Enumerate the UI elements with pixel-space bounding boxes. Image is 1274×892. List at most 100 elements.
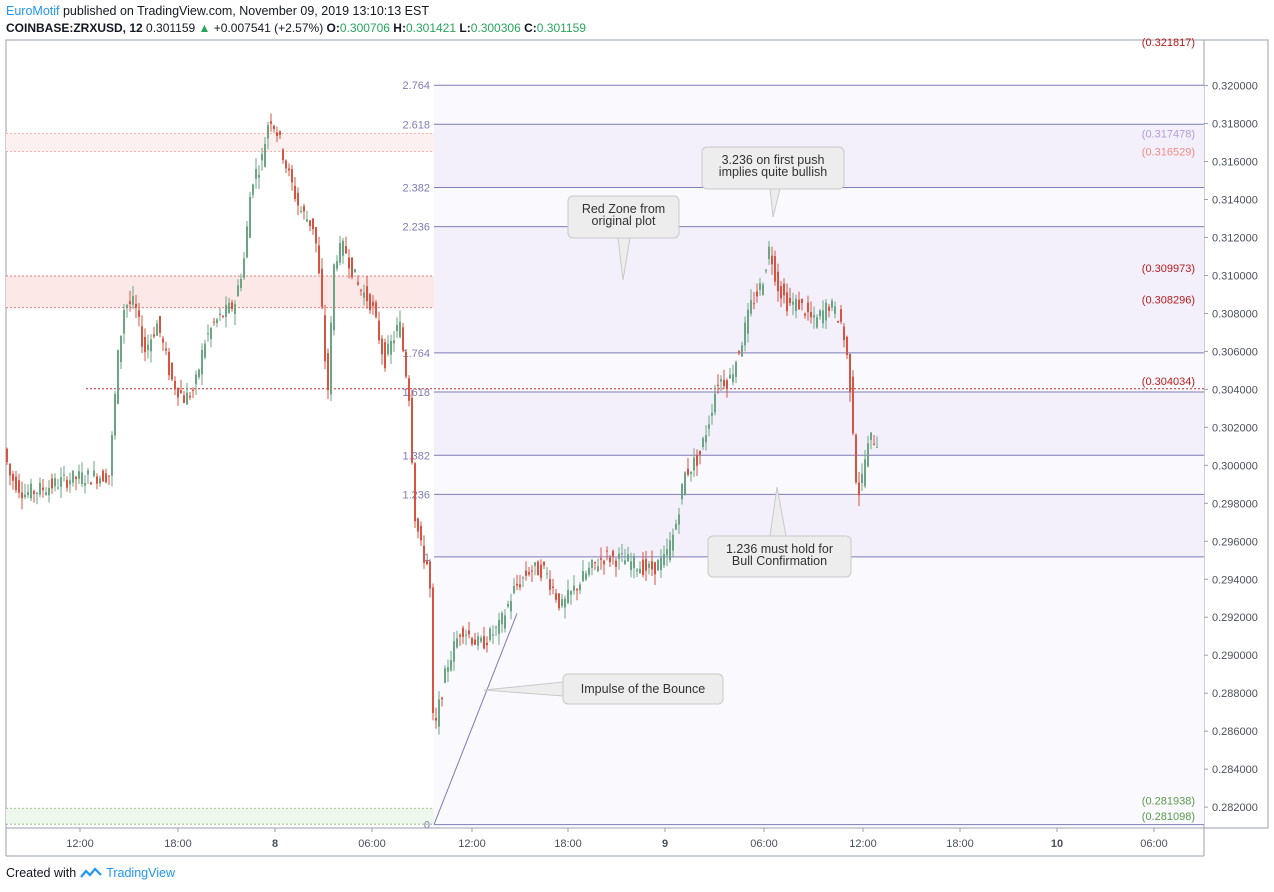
candle-body bbox=[489, 628, 491, 640]
created-with-text: Created with bbox=[6, 866, 77, 880]
candle-body bbox=[102, 470, 104, 482]
candle-body bbox=[294, 185, 296, 200]
candle-body bbox=[231, 302, 233, 309]
candle-body bbox=[702, 438, 704, 447]
candle-body bbox=[27, 491, 29, 496]
candle-body bbox=[582, 571, 584, 582]
candle-body bbox=[60, 477, 62, 487]
candle-body bbox=[507, 604, 509, 607]
candle-body bbox=[153, 334, 155, 337]
level-value-label: (0.317478) bbox=[1142, 128, 1195, 140]
candle-body bbox=[336, 261, 338, 269]
candle-body bbox=[348, 257, 350, 269]
candle-body bbox=[447, 667, 449, 672]
candle-body bbox=[291, 169, 293, 183]
candle-body bbox=[396, 325, 398, 332]
candle-body bbox=[813, 314, 815, 318]
candle-body bbox=[456, 638, 458, 648]
candle-body bbox=[810, 312, 812, 318]
callout-text: Impulse of the Bounce bbox=[581, 682, 705, 696]
fib-band bbox=[434, 352, 1204, 393]
fib-band bbox=[434, 85, 1204, 125]
price-change: +0.007541 (+2.57%) bbox=[213, 21, 324, 35]
level-value-label: (0.316529) bbox=[1142, 146, 1195, 158]
candle-body bbox=[831, 300, 833, 308]
candle-body bbox=[360, 289, 362, 291]
candle-body bbox=[99, 478, 101, 484]
author-link[interactable]: EuroMotif bbox=[6, 4, 60, 18]
price-label: 0.318000 bbox=[1212, 119, 1258, 131]
candle-body bbox=[714, 393, 716, 413]
tradingview-brand[interactable]: TradingView bbox=[106, 866, 175, 880]
candle-body bbox=[621, 553, 623, 555]
candle-body bbox=[756, 291, 758, 297]
candle-body bbox=[321, 268, 323, 307]
candle-body bbox=[675, 523, 677, 530]
candle-body bbox=[663, 554, 665, 566]
candle-body bbox=[828, 306, 830, 311]
candle-body bbox=[612, 551, 614, 557]
candle-body bbox=[693, 457, 695, 471]
candle-body bbox=[858, 482, 860, 496]
level-value-label: (0.308296) bbox=[1142, 295, 1195, 307]
candle-body bbox=[546, 573, 548, 575]
candle-body bbox=[405, 351, 407, 377]
candle-body bbox=[750, 300, 752, 314]
candle-body bbox=[615, 560, 617, 567]
candle-body bbox=[204, 343, 206, 358]
candle-body bbox=[639, 568, 641, 574]
candle-body bbox=[273, 125, 275, 130]
up-arrow-icon: ▲ bbox=[198, 21, 211, 35]
fib-label: 1.382 bbox=[402, 450, 430, 462]
candle-body bbox=[687, 468, 689, 475]
candle-body bbox=[177, 387, 179, 398]
time-label: 06:00 bbox=[1140, 838, 1168, 850]
candle-body bbox=[45, 492, 47, 495]
candle-body bbox=[528, 572, 530, 575]
candle-body bbox=[759, 283, 761, 291]
candle-body bbox=[414, 463, 416, 522]
candle-body bbox=[54, 478, 56, 487]
candle-body bbox=[363, 292, 365, 298]
candle-body bbox=[42, 487, 44, 491]
candle-body bbox=[297, 192, 299, 206]
level-value-label: (0.281098) bbox=[1142, 811, 1195, 823]
candle-body bbox=[201, 349, 203, 375]
candle-body bbox=[762, 284, 764, 296]
candle-body bbox=[636, 569, 638, 572]
candle-body bbox=[435, 718, 437, 721]
candle-body bbox=[855, 434, 857, 483]
candle-body bbox=[339, 243, 341, 263]
low-value: 0.300306 bbox=[470, 21, 521, 35]
candle-body bbox=[312, 218, 314, 230]
candle-body bbox=[18, 480, 20, 493]
candle-body bbox=[165, 348, 167, 351]
candle-body bbox=[318, 245, 320, 274]
candle-body bbox=[876, 446, 878, 448]
candle-body bbox=[63, 474, 65, 476]
candle-body bbox=[477, 636, 479, 646]
price-label: 0.304000 bbox=[1212, 384, 1258, 396]
candle-body bbox=[171, 362, 173, 380]
candle-body bbox=[366, 286, 368, 302]
candle-body bbox=[531, 570, 533, 572]
tradingview-logo-icon bbox=[80, 867, 102, 878]
callout-text: 1.236 must hold for bbox=[726, 542, 833, 556]
candle-body bbox=[39, 482, 41, 495]
candle-body bbox=[474, 639, 476, 645]
candle-body bbox=[393, 340, 395, 344]
candle-body bbox=[537, 561, 539, 576]
candle-body bbox=[78, 471, 80, 479]
candle-body bbox=[429, 561, 431, 589]
candle-body bbox=[261, 154, 263, 161]
candle-body bbox=[315, 227, 317, 244]
candle-body bbox=[84, 483, 86, 486]
candle-body bbox=[594, 561, 596, 564]
candle-body bbox=[681, 483, 683, 500]
candle-body bbox=[573, 585, 575, 591]
candle-body bbox=[195, 374, 197, 385]
candle-body bbox=[777, 271, 779, 292]
